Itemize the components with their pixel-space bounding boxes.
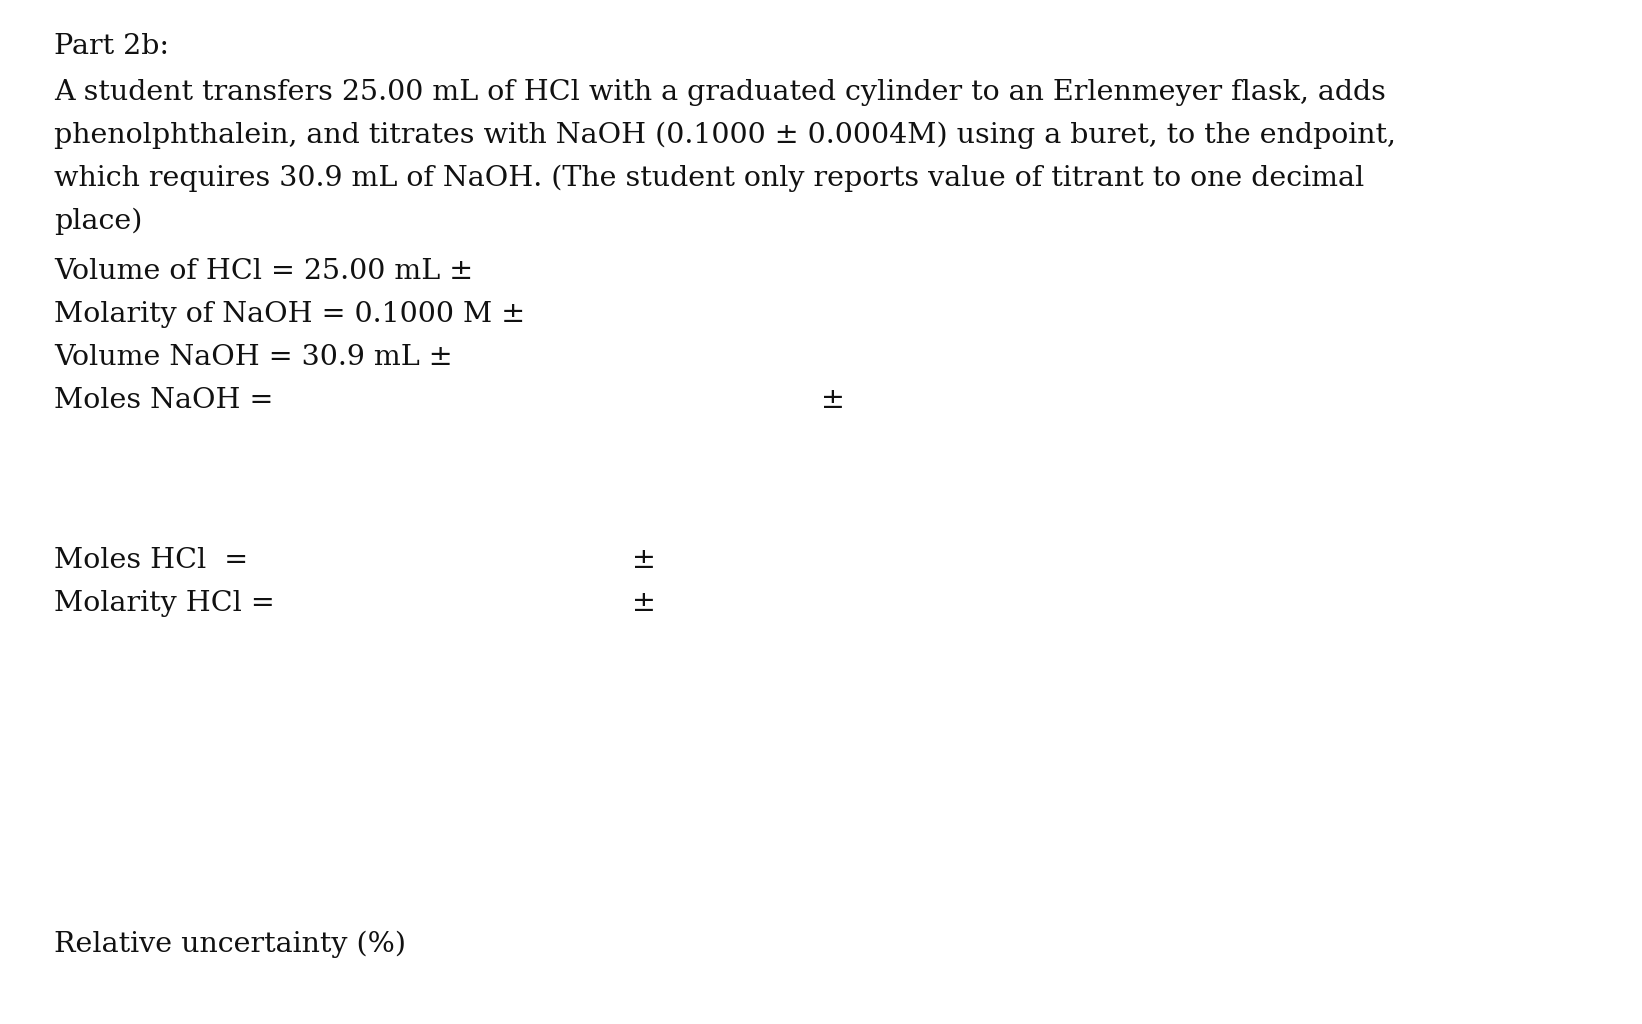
Text: Part 2b:: Part 2b: [54,33,169,59]
Text: Volume NaOH = 30.9 mL ±: Volume NaOH = 30.9 mL ± [54,344,453,371]
Text: Molarity HCl =: Molarity HCl = [54,590,274,616]
Text: which requires 30.9 mL of NaOH. (The student only reports value of titrant to on: which requires 30.9 mL of NaOH. (The stu… [54,165,1365,191]
Text: Moles HCl  =: Moles HCl = [54,547,248,573]
Text: A student transfers 25.00 mL of HCl with a graduated cylinder to an Erlenmeyer f: A student transfers 25.00 mL of HCl with… [54,79,1386,105]
Text: place): place) [54,208,143,234]
Text: ±: ± [632,547,657,573]
Text: ±: ± [632,590,657,616]
Text: Moles NaOH =: Moles NaOH = [54,387,274,414]
Text: Molarity of NaOH = 0.1000 M ±: Molarity of NaOH = 0.1000 M ± [54,301,525,328]
Text: Volume of HCl = 25.00 mL ±: Volume of HCl = 25.00 mL ± [54,258,473,285]
Text: phenolphthalein, and titrates with NaOH (0.1000 ± 0.0004M) using a buret, to the: phenolphthalein, and titrates with NaOH … [54,122,1396,148]
Text: Relative uncertainty (%): Relative uncertainty (%) [54,931,406,957]
Text: ±: ± [821,387,846,414]
